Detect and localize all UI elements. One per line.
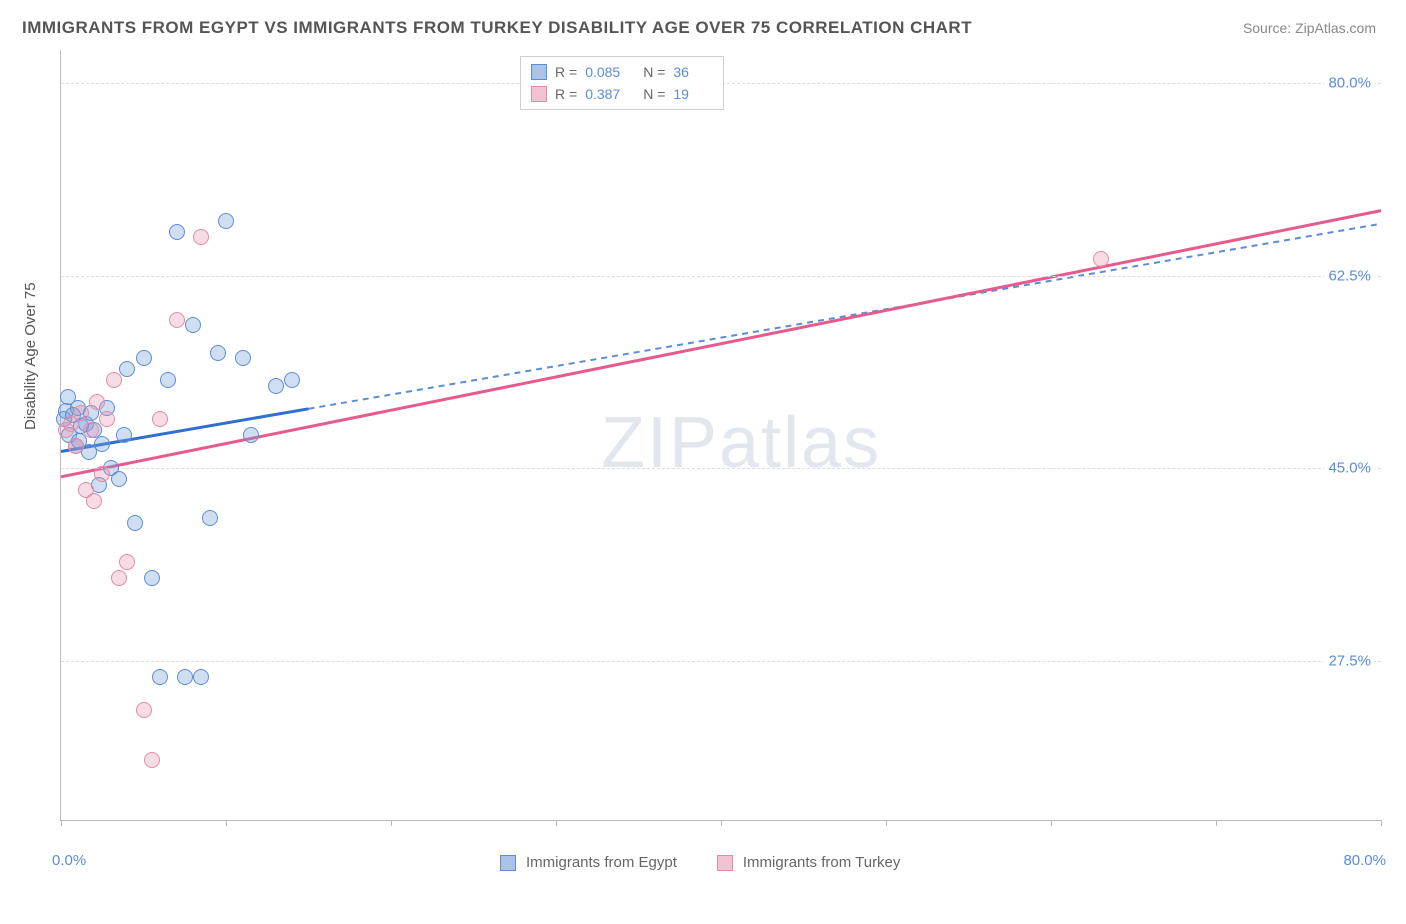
data-point	[89, 394, 105, 410]
r-value: 0.387	[585, 83, 625, 105]
y-tick-label: 27.5%	[1324, 652, 1375, 669]
trend-lines-svg	[61, 50, 1381, 820]
data-point	[210, 345, 226, 361]
data-point	[144, 752, 160, 768]
watermark: ZIPatlas	[601, 402, 881, 484]
legend-swatch	[531, 64, 547, 80]
x-tick	[721, 820, 722, 826]
source-label: Source: ZipAtlas.com	[1243, 20, 1376, 36]
gridline	[61, 661, 1381, 662]
data-point	[284, 372, 300, 388]
data-point	[127, 515, 143, 531]
r-label: R =	[555, 83, 577, 105]
n-label: N =	[643, 83, 665, 105]
series-legend-item: Immigrants from Egypt	[500, 854, 677, 871]
data-point	[218, 213, 234, 229]
data-point	[106, 372, 122, 388]
y-axis-title: Disability Age Over 75	[22, 282, 39, 430]
data-point	[185, 317, 201, 333]
series-name: Immigrants from Egypt	[526, 854, 677, 871]
data-point	[99, 411, 115, 427]
data-point	[111, 471, 127, 487]
stats-legend-box: R = 0.085 N = 36 R = 0.387 N = 19	[520, 56, 724, 110]
data-point	[119, 554, 135, 570]
data-point	[136, 350, 152, 366]
data-point	[111, 570, 127, 586]
x-tick	[886, 820, 887, 826]
x-tick	[391, 820, 392, 826]
data-point	[235, 350, 251, 366]
x-tick	[61, 820, 62, 826]
data-point	[144, 570, 160, 586]
n-value: 19	[673, 83, 713, 105]
stats-legend-row: R = 0.387 N = 19	[531, 83, 713, 105]
r-label: R =	[555, 61, 577, 83]
watermark-thin: atlas	[719, 403, 881, 483]
y-tick-label: 45.0%	[1324, 460, 1375, 477]
y-tick-label: 80.0%	[1324, 75, 1375, 92]
data-point	[160, 372, 176, 388]
data-point	[86, 493, 102, 509]
legend-swatch	[717, 855, 733, 871]
data-point	[94, 436, 110, 452]
x-tick	[1051, 820, 1052, 826]
r-value: 0.085	[585, 61, 625, 83]
data-point	[152, 411, 168, 427]
data-point	[1093, 251, 1109, 267]
x-tick	[1381, 820, 1382, 826]
data-point	[193, 229, 209, 245]
legend-swatch	[500, 855, 516, 871]
n-label: N =	[643, 61, 665, 83]
data-point	[152, 669, 168, 685]
chart-title: IMMIGRANTS FROM EGYPT VS IMMIGRANTS FROM…	[22, 18, 972, 38]
x-axis-max-label: 80.0%	[1343, 852, 1386, 924]
series-legend: Immigrants from Egypt Immigrants from Tur…	[500, 854, 900, 871]
gridline	[61, 468, 1381, 469]
data-point	[268, 378, 284, 394]
gridline	[61, 276, 1381, 277]
x-axis-min-label: 0.0%	[52, 852, 86, 924]
data-point	[169, 312, 185, 328]
legend-swatch	[531, 86, 547, 102]
data-point	[202, 510, 218, 526]
series-name: Immigrants from Turkey	[743, 854, 901, 871]
x-tick	[556, 820, 557, 826]
data-point	[94, 466, 110, 482]
data-point	[73, 405, 89, 421]
watermark-bold: ZIP	[601, 403, 719, 483]
y-tick-label: 62.5%	[1324, 267, 1375, 284]
stats-legend-row: R = 0.085 N = 36	[531, 61, 713, 83]
trend-line-solid	[61, 211, 1381, 477]
data-point	[136, 702, 152, 718]
chart-plot-area: ZIPatlas 27.5% 45.0% 62.5% 80.0%	[60, 50, 1381, 821]
trend-line-dashed	[309, 224, 1382, 409]
data-point	[116, 427, 132, 443]
data-point	[169, 224, 185, 240]
series-legend-item: Immigrants from Turkey	[717, 854, 901, 871]
data-point	[243, 427, 259, 443]
data-point	[193, 669, 209, 685]
data-point	[68, 438, 84, 454]
x-tick	[1216, 820, 1217, 826]
data-point	[119, 361, 135, 377]
x-tick	[226, 820, 227, 826]
data-point	[60, 389, 76, 405]
data-point	[83, 422, 99, 438]
n-value: 36	[673, 61, 713, 83]
data-point	[177, 669, 193, 685]
